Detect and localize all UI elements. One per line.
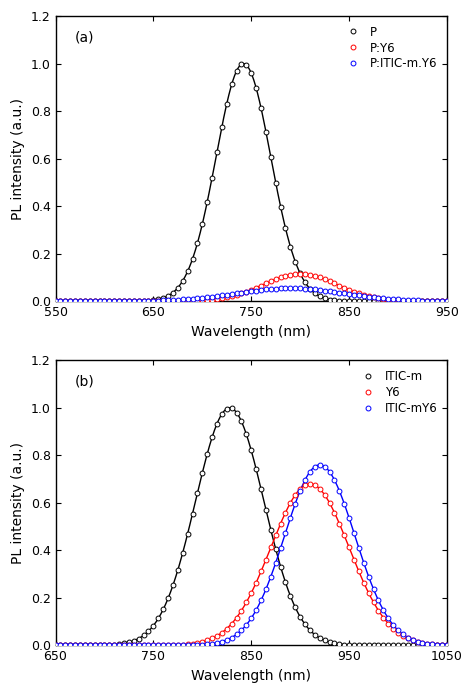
P [238, 60, 244, 69]
P:Y6 [346, 286, 352, 294]
Y6 [395, 629, 401, 637]
Y6 [346, 543, 352, 552]
ITIC-mY6 [375, 596, 381, 604]
P:Y6 [302, 270, 308, 278]
ITIC-m [444, 641, 450, 650]
ITIC-mY6 [297, 486, 303, 495]
ITIC-m [410, 641, 416, 650]
ITIC-mY6 [317, 461, 323, 469]
Line: ITIC-mY6: ITIC-mY6 [53, 462, 449, 648]
Y6 [297, 484, 303, 493]
P:Y6 [444, 297, 450, 305]
P [302, 278, 308, 287]
Y6 [410, 636, 416, 645]
P:ITIC-m.Y6 [53, 297, 58, 305]
P [346, 297, 352, 305]
P:Y6 [395, 296, 401, 305]
Line: Y6: Y6 [53, 482, 449, 648]
Y6 [375, 607, 381, 615]
ITIC-m [302, 620, 308, 629]
Y6 [444, 641, 450, 650]
Y6 [53, 641, 58, 650]
ITIC-m [346, 641, 352, 649]
P:Y6 [375, 294, 381, 303]
P:ITIC-m.Y6 [444, 297, 450, 305]
P:ITIC-m.Y6 [302, 285, 308, 293]
X-axis label: Wavelength (nm): Wavelength (nm) [191, 325, 311, 339]
P [53, 297, 58, 305]
Text: (b): (b) [75, 375, 95, 389]
Text: (a): (a) [75, 31, 95, 44]
ITIC-mY6 [53, 641, 58, 650]
Legend: P, P:Y6, P:ITIC-m.Y6: P, P:Y6, P:ITIC-m.Y6 [338, 22, 441, 74]
ITIC-mY6 [410, 636, 416, 644]
P [273, 178, 279, 187]
P:ITIC-m.Y6 [375, 294, 381, 302]
P [395, 297, 401, 305]
P:ITIC-m.Y6 [268, 285, 273, 293]
P:Y6 [53, 297, 58, 305]
ITIC-m [395, 641, 401, 650]
P:Y6 [297, 270, 303, 278]
P:ITIC-m.Y6 [346, 290, 352, 298]
Line: ITIC-m: ITIC-m [53, 406, 449, 648]
ITIC-m [53, 641, 58, 650]
P [410, 297, 416, 305]
ITIC-m [273, 545, 279, 553]
P:ITIC-m.Y6 [288, 284, 293, 292]
Line: P:ITIC-m.Y6: P:ITIC-m.Y6 [53, 286, 449, 304]
ITIC-m [375, 641, 381, 650]
ITIC-mY6 [268, 573, 273, 581]
P:ITIC-m.Y6 [410, 296, 416, 305]
Y6 [307, 480, 313, 488]
Y-axis label: PL intensity (a.u.): PL intensity (a.u.) [11, 442, 25, 564]
Y6 [268, 543, 273, 552]
ITIC-m [229, 404, 235, 412]
Line: P:Y6: P:Y6 [53, 271, 449, 304]
P:ITIC-m.Y6 [395, 296, 401, 304]
P:Y6 [410, 297, 416, 305]
X-axis label: Wavelength (nm): Wavelength (nm) [191, 669, 311, 683]
ITIC-mY6 [395, 626, 401, 634]
P [444, 297, 450, 305]
Legend: ITIC-m, Y6, ITIC-mY6: ITIC-m, Y6, ITIC-mY6 [353, 366, 441, 418]
ITIC-mY6 [444, 641, 450, 650]
ITIC-mY6 [346, 514, 352, 522]
P [375, 297, 381, 305]
P:Y6 [268, 277, 273, 285]
Line: P: P [53, 62, 449, 304]
Y-axis label: PL intensity (a.u.): PL intensity (a.u.) [11, 98, 25, 220]
